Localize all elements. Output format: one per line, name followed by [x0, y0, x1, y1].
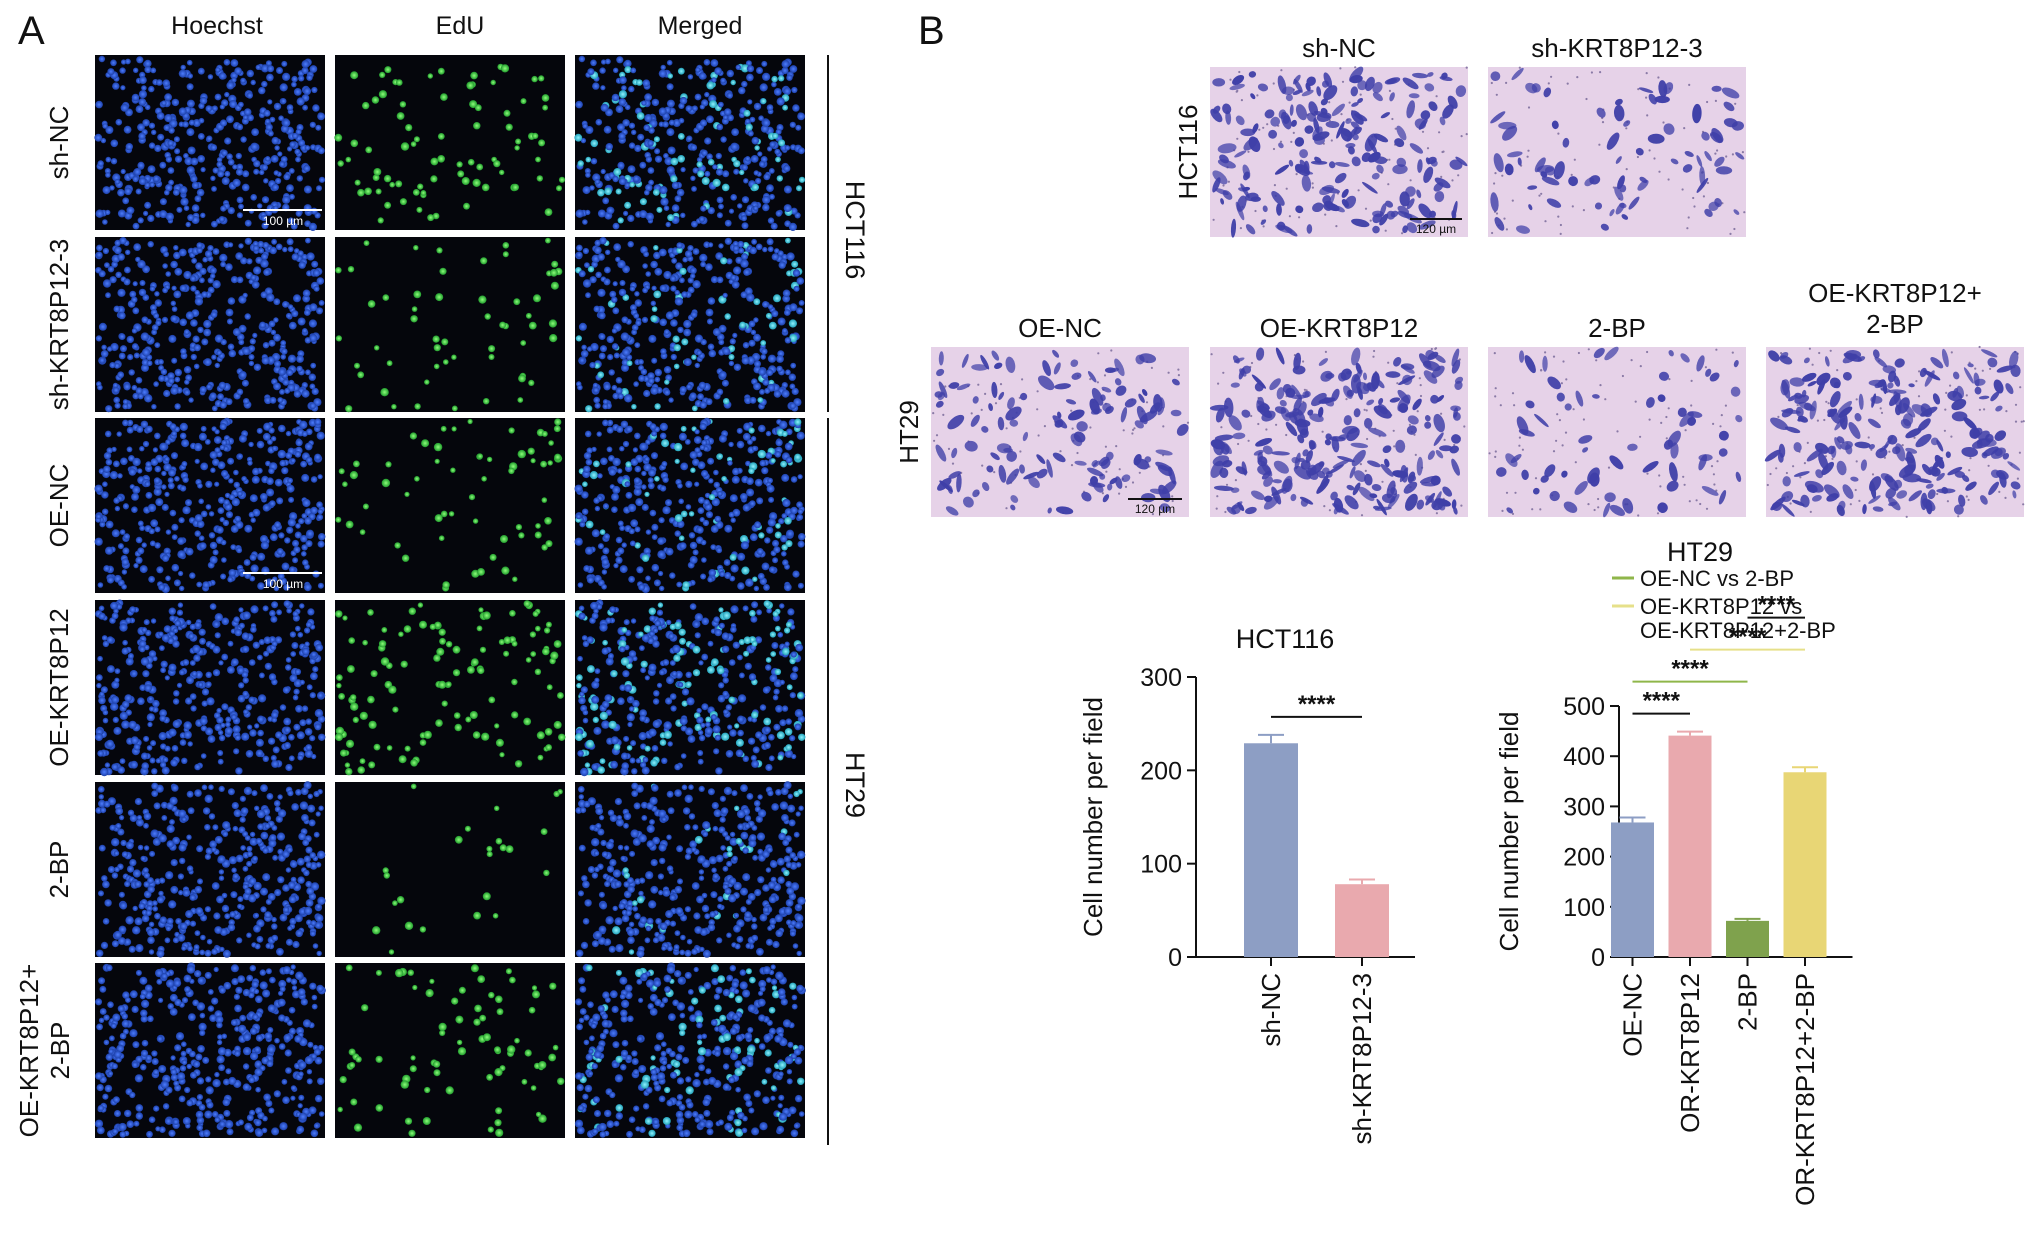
- transwell-image: [1209, 347, 1468, 517]
- legend-label: OE-KRT8P12 vs OE-KRT8P12+2-BP: [1640, 594, 1836, 643]
- image-title: OE-KRT8P12: [1260, 313, 1418, 343]
- y-tick-label: 100: [1563, 894, 1605, 922]
- micrograph-edu: [334, 55, 566, 230]
- y-tick-label: 200: [1563, 844, 1605, 872]
- panel-b-transwell-images: sh-NC sh-KRT8P12-3 HCT116 120 µm OE-NC OE-KRT…: [894, 33, 2025, 518]
- micrograph-merged: [575, 781, 806, 958]
- y-axis-label: Cell number per field: [1494, 712, 1524, 952]
- micrograph-edu: [335, 418, 565, 593]
- micrograph-merged: [575, 237, 805, 413]
- image-title: sh-NC: [1302, 33, 1376, 63]
- row-label-hct116: HCT116: [1173, 105, 1203, 200]
- significance-label: ****: [1758, 592, 1796, 619]
- bar-chart-0: HCT116 Cell number per field 0 100 200 300 sh-…: [1078, 624, 1415, 1145]
- y-tick-label: 100: [1140, 851, 1182, 879]
- row-label: OE-KRT8P12: [44, 608, 74, 766]
- micrograph-edu: [335, 963, 565, 1138]
- micrograph-edu: [335, 600, 566, 776]
- panel-a-column-headers: Hoechst EdU Merged: [171, 12, 742, 40]
- micrograph-hoechst: [95, 237, 325, 413]
- y-tick-label: 300: [1563, 793, 1605, 821]
- x-tick-label: OR-KRT8P12+2-BP: [1790, 973, 1820, 1206]
- image-title: 2-BP: [1588, 313, 1646, 343]
- column-header-merged: Merged: [658, 12, 743, 40]
- y-tick-label: 0: [1168, 944, 1182, 972]
- micrograph-merged: [575, 599, 806, 777]
- bar: [1244, 743, 1298, 957]
- panel-b-bar-charts: HCT116 Cell number per field 0 100 200 300 sh-…: [1078, 537, 1853, 1206]
- scale-bar-label: 100 µm: [263, 214, 303, 228]
- y-tick-label: 200: [1140, 757, 1182, 785]
- x-tick-label: OR-KRT8P12: [1675, 973, 1705, 1133]
- chart-title: HCT116: [1236, 624, 1335, 654]
- row-label: 2-BP: [44, 841, 74, 899]
- significance-label: ****: [1729, 624, 1767, 651]
- panel-b-letter: B: [918, 9, 945, 53]
- transwell-image: [1488, 346, 1746, 518]
- panel-a-cell-line-groups: HCT116 HT29: [827, 55, 870, 1145]
- micrograph-edu: [335, 782, 565, 957]
- row-label: sh-KRT8P12-3: [44, 239, 74, 411]
- micrograph-hoechst: [94, 962, 326, 1138]
- transwell-image: [1764, 345, 2025, 518]
- scale-bar-label: 120 µm: [1135, 502, 1175, 516]
- y-tick-label: 500: [1563, 693, 1605, 721]
- legend-label: OE-NC vs 2-BP: [1640, 566, 1794, 591]
- row-label-ht29: HT29: [894, 400, 924, 464]
- significance-label: ****: [1298, 691, 1336, 718]
- chart-title: HT29: [1667, 537, 1733, 567]
- scale-bar-label: 100 µm: [263, 577, 303, 591]
- column-header-edu: EdU: [436, 12, 485, 40]
- micrograph-merged: [574, 417, 806, 594]
- micrograph-edu: [335, 237, 565, 413]
- scale-bar-label: 120 µm: [1416, 222, 1456, 236]
- row-label: OE-NC: [44, 464, 74, 548]
- bar: [1668, 735, 1712, 957]
- y-tick-label: 400: [1563, 743, 1605, 771]
- y-axis-label: Cell number per field: [1078, 697, 1108, 937]
- x-tick-label: sh-KRT8P12-3: [1347, 973, 1377, 1145]
- significance-label: ****: [1671, 656, 1709, 683]
- micrograph-hoechst: [94, 417, 326, 594]
- panel-a-micrograph-grid: sh-NC sh-KRT8P12-3 OE-NC OE-KRT8P12 2-BP OE-K…: [14, 55, 806, 1138]
- bar: [1611, 822, 1654, 957]
- x-tick-label: 2-BP: [1733, 973, 1763, 1031]
- panel-a-letter: A: [18, 9, 45, 53]
- bar: [1335, 884, 1389, 957]
- group-label-hct116: HCT116: [840, 181, 870, 280]
- significance-label: ****: [1643, 688, 1681, 715]
- x-tick-label: OE-NC: [1618, 973, 1648, 1057]
- image-title: OE-NC: [1018, 313, 1102, 343]
- micrograph-merged: [574, 962, 806, 1138]
- bar: [1726, 920, 1769, 957]
- group-label-ht29: HT29: [840, 752, 870, 818]
- micrograph-hoechst: [95, 599, 326, 777]
- micrograph-hoechst: [94, 55, 326, 231]
- x-tick-label: sh-NC: [1256, 973, 1286, 1047]
- micrograph-hoechst: [95, 781, 326, 958]
- column-header-hoechst: Hoechst: [171, 12, 263, 40]
- image-title: OE-KRT8P12+ 2-BP: [1808, 278, 1982, 339]
- y-tick-label: 300: [1140, 664, 1182, 692]
- transwell-image: [1488, 66, 1746, 237]
- row-label: sh-NC: [44, 106, 74, 180]
- row-label: OE-KRT8P12+2-BP: [14, 964, 75, 1138]
- micrograph-merged: [574, 55, 806, 231]
- image-title: sh-KRT8P12-3: [1531, 33, 1703, 63]
- y-tick-label: 0: [1591, 944, 1605, 972]
- transwell-image: [931, 347, 1190, 517]
- bar: [1783, 772, 1827, 957]
- transwell-image: [1210, 66, 1468, 238]
- bar-chart-1: HT29 Cell number per field 0 100 200 300 400 50…: [1494, 537, 1853, 1206]
